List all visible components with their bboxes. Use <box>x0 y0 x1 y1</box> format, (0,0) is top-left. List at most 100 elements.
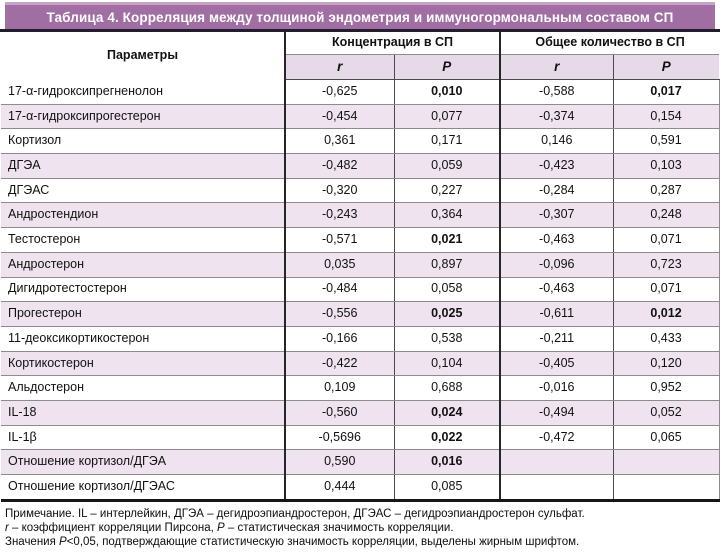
param-cell: Кортикостерон <box>1 351 286 377</box>
value-cell: 0,154 <box>613 104 720 130</box>
value-cell: 0,538 <box>394 326 502 352</box>
value-cell: -0,374 <box>500 104 614 130</box>
value-cell: -0,463 <box>500 227 614 253</box>
value-cell: -0,307 <box>500 202 614 229</box>
value-cell: 0,103 <box>613 153 720 179</box>
table-row: Прогестерон -0,556 0,025 -0,611 0,012 <box>1 301 720 327</box>
value-cell: 0,085 <box>394 474 502 501</box>
group-header-row: Параметры Концентрация в СП Общее количе… <box>1 32 720 80</box>
value-cell: 0,010 <box>394 79 502 105</box>
value-cell: 0,071 <box>613 227 720 253</box>
table-row: Кортизол 0,361 0,171 0,146 0,591 <box>1 128 720 155</box>
table-row: Тестостерон -0,571 0,021 -0,463 0,071 <box>1 227 720 253</box>
table-row: Андростендион -0,243 0,364 -0,307 0,248 <box>1 202 720 229</box>
value-cell <box>500 474 614 501</box>
value-cell: 0,591 <box>613 128 720 155</box>
footnote-line: Примечание. IL – интерлейкин, ДГЭА – дег… <box>5 507 585 520</box>
value-cell: 0,022 <box>394 425 502 451</box>
value-cell: 0,444 <box>285 474 395 501</box>
param-cell: 17-α-гидроксипрегненолон <box>1 79 286 105</box>
value-cell: 0,017 <box>613 79 720 105</box>
value-cell: 0,590 <box>285 449 395 475</box>
value-cell: 0,146 <box>500 128 614 155</box>
value-cell <box>613 474 720 501</box>
value-cell: -0,472 <box>500 425 614 451</box>
value-cell: 0,109 <box>285 375 395 401</box>
value-cell: -0,454 <box>285 104 395 130</box>
table-row: Альдостерон 0,109 0,688 -0,016 0,952 <box>1 375 720 401</box>
value-cell: 0,021 <box>394 227 502 253</box>
value-cell: 0,016 <box>394 449 502 475</box>
table-body: 17-α-гидроксипрегненолон -0,625 0,010 -0… <box>1 79 720 501</box>
value-cell: 0,024 <box>394 400 502 426</box>
table-title-text: Таблица 4. Корреляция между толщиной энд… <box>46 9 674 25</box>
table-row: Отношение кортизол/ДГЭА 0,590 0,016 <box>1 449 720 475</box>
value-cell: -0,5696 <box>285 425 395 451</box>
value-cell: 0,065 <box>613 425 720 451</box>
param-cell: Альдостерон <box>1 375 286 401</box>
table-row: ДГЭАС -0,320 0,227 -0,284 0,287 <box>1 178 720 204</box>
value-cell: -0,096 <box>500 252 614 278</box>
value-cell: 0,077 <box>394 104 502 130</box>
param-cell: Дигидротестостерон <box>1 277 286 303</box>
param-column-header: Параметры <box>1 32 286 80</box>
table-row: 17-α-гидроксипрогестерон -0,454 0,077 -0… <box>1 104 720 130</box>
value-cell: 0,287 <box>613 178 720 204</box>
value-cell: -0,482 <box>285 153 395 179</box>
value-cell: 0,361 <box>285 128 395 155</box>
value-cell: 0,025 <box>394 301 502 327</box>
table-title: Таблица 4. Корреляция между толщиной энд… <box>5 2 715 29</box>
value-cell: 0,897 <box>394 252 502 278</box>
value-cell: -0,166 <box>285 326 395 352</box>
correlation-table: Параметры Концентрация в СП Общее количе… <box>1 32 720 502</box>
value-cell: -0,463 <box>500 277 614 303</box>
table-row: 17-α-гидроксипрегненолон -0,625 0,010 -0… <box>1 79 720 105</box>
value-cell: -0,016 <box>500 375 614 401</box>
param-cell: Андростерон <box>1 252 286 278</box>
table-row: Дигидротестостерон -0,484 0,058 -0,463 0… <box>1 277 720 303</box>
value-cell: -0,588 <box>500 79 614 105</box>
param-cell: 11-деоксикортикостерон <box>1 326 286 352</box>
value-cell: 0,723 <box>613 252 720 278</box>
value-cell: -0,556 <box>285 301 395 327</box>
value-cell: 0,052 <box>613 400 720 426</box>
sub-header-row: r P r P <box>1 54 720 80</box>
subheader-p2: P <box>613 54 720 80</box>
value-cell: -0,320 <box>285 178 395 204</box>
value-cell: 0,688 <box>394 375 502 401</box>
param-cell: IL-1β <box>1 425 286 451</box>
value-cell: -0,625 <box>285 79 395 105</box>
value-cell: 0,035 <box>285 252 395 278</box>
value-cell <box>613 449 720 475</box>
value-cell: 0,058 <box>394 277 502 303</box>
value-cell: 0,171 <box>394 128 502 155</box>
table-row: 11-деоксикортикостерон -0,166 0,538 -0,2… <box>1 326 720 352</box>
value-cell: -0,423 <box>500 153 614 179</box>
param-cell: Тестостерон <box>1 227 286 253</box>
value-cell: -0,560 <box>285 400 395 426</box>
value-cell: 0,227 <box>394 178 502 204</box>
param-cell: ДГЭАС <box>1 178 286 204</box>
param-cell: Прогестерон <box>1 301 286 327</box>
footnote-line: Значения P<0,05, подтверждающие статисти… <box>5 535 580 548</box>
value-cell: 0,012 <box>613 301 720 327</box>
footnotes: Примечание. IL – интерлейкин, ДГЭА – дег… <box>0 502 720 549</box>
group-header-total: Общее количество в СП <box>500 32 720 55</box>
footnote-line: r – коэффициент корреляции Пирсона, P – … <box>5 521 454 534</box>
value-cell: -0,494 <box>500 400 614 426</box>
value-cell: 0,248 <box>613 202 720 229</box>
table-row: IL-18 -0,560 0,024 -0,494 0,052 <box>1 400 720 426</box>
group-header-concentration: Концентрация в СП <box>285 32 502 55</box>
value-cell: -0,405 <box>500 351 614 377</box>
value-cell: -0,243 <box>285 202 395 229</box>
value-cell: 0,433 <box>613 326 720 352</box>
value-cell: 0,059 <box>394 153 502 179</box>
table-row: IL-1β -0,5696 0,022 -0,472 0,065 <box>1 425 720 451</box>
param-cell: IL-18 <box>1 400 286 426</box>
param-cell: Отношение кортизол/ДГЭА <box>1 449 286 475</box>
value-cell: 0,104 <box>394 351 502 377</box>
value-cell: -0,611 <box>500 301 614 327</box>
value-cell: -0,211 <box>500 326 614 352</box>
value-cell: 0,952 <box>613 375 720 401</box>
subheader-r1: r <box>285 54 395 80</box>
